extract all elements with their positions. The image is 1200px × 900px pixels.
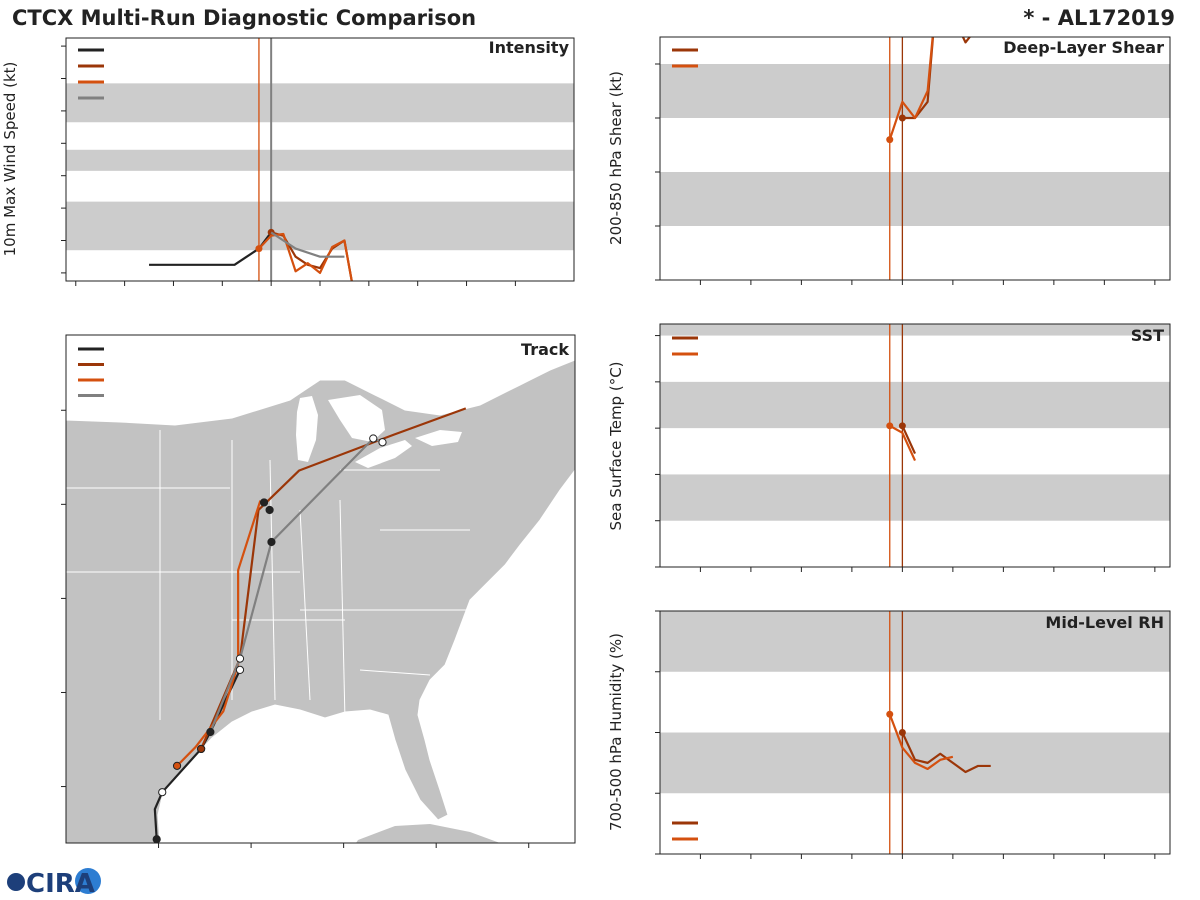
intensity-axes-frame xyxy=(65,37,575,282)
track-point-18z xyxy=(172,761,182,770)
track-axes-frame xyxy=(65,334,576,844)
lake-huron xyxy=(328,395,385,442)
track-point-best xyxy=(158,788,167,797)
intensity-series-ofcl xyxy=(270,231,345,258)
sst-series-18z xyxy=(889,424,917,461)
track-point-best xyxy=(152,835,161,843)
state-borders xyxy=(66,430,470,721)
shear-title: Deep-Layer Shear xyxy=(1003,38,1164,57)
cira-logo-text: CIRA xyxy=(26,869,95,899)
rh-ylabel: 700-500 hPa Humidity (%) xyxy=(607,633,625,831)
track-line-18z xyxy=(176,500,262,767)
rh-shaded-band xyxy=(660,611,1170,672)
intensity-title: Intensity xyxy=(489,38,570,57)
shear-start-point-00z xyxy=(898,114,906,122)
track-point-ofcl xyxy=(265,505,274,515)
intensity-shaded-band xyxy=(66,201,574,251)
shear-panel: Deep-Layer Shear 200-850 hPa Shear (kt) xyxy=(607,36,1171,285)
track-legend xyxy=(78,347,104,397)
sst-shaded-band xyxy=(660,381,1170,429)
lake-erie xyxy=(355,440,412,468)
track-map-land xyxy=(66,359,575,843)
cuba xyxy=(356,824,500,843)
rh-title: Mid-Level RH xyxy=(1045,613,1164,632)
sst-series-00z xyxy=(901,425,917,455)
cira-logo-globe-icon xyxy=(75,868,101,894)
cira-logo: CIRA xyxy=(7,868,101,899)
florida-peninsula-water xyxy=(448,800,480,843)
sst-legend xyxy=(672,336,698,356)
sst-panel: SST Sea Surface Temp (°C) xyxy=(607,323,1171,572)
track-panel: Track xyxy=(61,334,576,848)
shear-start-point-18z xyxy=(886,136,894,144)
track-point-ofcl xyxy=(369,434,378,443)
shear-series-18z xyxy=(888,37,934,140)
track-title: Track xyxy=(521,340,569,359)
intensity-legend xyxy=(78,48,104,100)
lake-ontario xyxy=(415,430,462,446)
intensity-start-point-18z xyxy=(255,245,263,253)
sst-start-point-18z xyxy=(886,422,894,430)
track-point-best xyxy=(206,727,215,737)
figure-title: CTCX Multi-Run Diagnostic Comparison xyxy=(12,6,476,30)
lake-superior xyxy=(230,360,330,392)
lake-michigan xyxy=(296,396,318,462)
sst-ylabel: Sea Surface Temp (°C) xyxy=(607,361,625,530)
storm-id: * - AL172019 xyxy=(1023,6,1175,30)
shear-legend xyxy=(672,48,698,68)
sst-shaded-band xyxy=(660,324,1170,336)
intensity-shaded-band xyxy=(66,149,574,171)
north-america-landmass xyxy=(66,359,575,843)
track-point-best xyxy=(235,665,245,675)
shear-ylabel: 200-850 hPa Shear (kt) xyxy=(607,71,625,245)
rh-series-18z xyxy=(888,713,954,771)
shear-shaded-band xyxy=(660,172,1170,226)
intensity-shaded-band xyxy=(66,83,574,123)
cira-logo-mark xyxy=(7,873,25,891)
intensity-ylabel: 10m Max Wind Speed (kt) xyxy=(1,62,19,257)
rh-panel: Mid-Level RH 700-500 hPa Humidity (%) xyxy=(607,610,1171,859)
track-point-ofcl xyxy=(259,498,269,507)
rh-legend xyxy=(672,821,698,841)
sst-start-point-00z xyxy=(898,422,906,430)
track-point-ofcl xyxy=(235,654,245,663)
shear-shaded-band xyxy=(660,64,1170,118)
rh-start-point-18z xyxy=(886,710,894,718)
intensity-panel: Intensity 10m Max Wind Speed (kt) xyxy=(1,37,575,286)
sst-shaded-band xyxy=(660,474,1170,521)
track-point-ofcl xyxy=(267,537,276,547)
track-point-00z xyxy=(197,744,206,754)
sst-title: SST xyxy=(1131,326,1164,345)
sst-axes-frame xyxy=(659,323,1171,568)
rh-start-point-00z xyxy=(898,729,906,736)
track-point-ofcl xyxy=(378,438,387,447)
rh-axes-frame xyxy=(659,610,1171,855)
sst-plot-area xyxy=(660,324,1170,567)
shear-axes-frame xyxy=(659,36,1171,281)
